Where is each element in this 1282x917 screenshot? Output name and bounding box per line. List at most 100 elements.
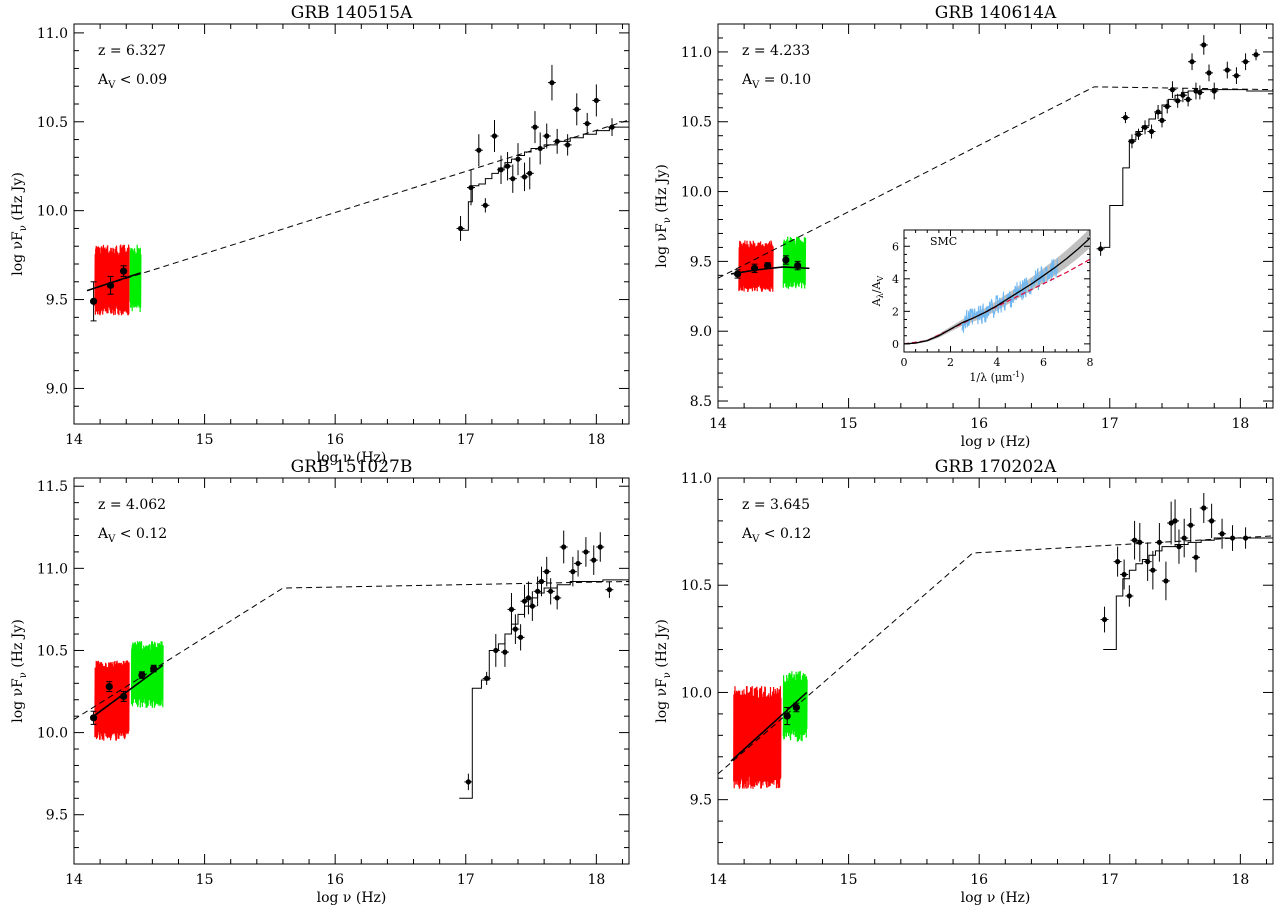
xray-data-point bbox=[584, 120, 590, 127]
redshift-label: z = 4.062 bbox=[98, 497, 166, 513]
optical-data-point bbox=[764, 261, 772, 270]
x-axis-label: log ν (Hz) bbox=[961, 890, 1031, 906]
y-tick-label: 9.0 bbox=[46, 381, 68, 397]
y-tick-label: 9.5 bbox=[690, 254, 712, 270]
xray-data-point bbox=[1172, 518, 1178, 524]
optical-point bbox=[783, 706, 791, 726]
xray-point bbox=[1096, 241, 1105, 256]
optical-point bbox=[120, 265, 128, 277]
x-tick-label: 18 bbox=[587, 432, 605, 448]
xray-data-point bbox=[1122, 114, 1129, 121]
xray-point bbox=[1199, 35, 1208, 55]
y-tick-label: 9.5 bbox=[46, 293, 68, 309]
xray-point bbox=[592, 84, 601, 117]
afterglow-spectrum bbox=[961, 258, 1058, 333]
x-tick-label: 16 bbox=[970, 872, 988, 888]
xray-point bbox=[1180, 518, 1189, 558]
xray-point bbox=[528, 591, 537, 621]
optical-point bbox=[138, 671, 146, 679]
xray-data-point bbox=[1168, 520, 1174, 526]
xray-data-point bbox=[1145, 559, 1151, 565]
optical-red-spectrum-1 bbox=[94, 244, 130, 316]
xray-point bbox=[1228, 525, 1237, 551]
optical-point bbox=[792, 702, 800, 713]
sed-panel-3: 14 15 16 17 18 9.5 10.0 10.5 11.0 11.5 GRB 151027B… bbox=[10, 457, 630, 906]
optical-point bbox=[105, 681, 113, 693]
optical-point bbox=[106, 275, 115, 295]
xray-point bbox=[1161, 561, 1170, 601]
xray-point bbox=[503, 152, 512, 181]
y-tick-label: 10.5 bbox=[37, 115, 68, 131]
xray-data-point bbox=[606, 587, 613, 593]
x-axis-label: log ν (Hz) bbox=[317, 890, 387, 906]
xray-data-point bbox=[534, 588, 541, 594]
xray-data-point bbox=[554, 595, 560, 601]
xray-point bbox=[589, 545, 598, 575]
y-tick-label: 9.0 bbox=[690, 324, 712, 340]
inset-x-tick-label: 4 bbox=[994, 356, 1001, 369]
xray-point bbox=[1171, 499, 1180, 543]
optical-red-spectrum-1 bbox=[94, 660, 130, 741]
redshift-label: z = 3.645 bbox=[742, 497, 810, 513]
xray-point bbox=[1223, 61, 1232, 79]
extinction-label: AV = 0.10 bbox=[741, 72, 811, 91]
xray-point bbox=[524, 581, 533, 615]
x-tick-label: 16 bbox=[326, 872, 344, 888]
xray-point bbox=[1232, 67, 1241, 85]
redshift-label: z = 4.233 bbox=[742, 43, 810, 59]
xray-data-point bbox=[482, 202, 488, 208]
xray-data-point bbox=[498, 167, 504, 173]
optical-point bbox=[794, 260, 802, 271]
xray-point bbox=[1188, 53, 1197, 71]
xray-data-point bbox=[554, 138, 560, 144]
xray-data-point bbox=[521, 598, 528, 604]
xray-data-point bbox=[1155, 109, 1161, 115]
y-axis-label: log νFν (Hz Jy) bbox=[10, 619, 29, 723]
xray-point bbox=[1127, 134, 1136, 149]
y-tick-label: 10.5 bbox=[37, 643, 68, 659]
xray-data-point bbox=[1201, 42, 1207, 48]
xray-point bbox=[464, 773, 473, 791]
sed-panel-4: 14 15 16 17 18 9.5 10.0 10.5 11.0 GRB 170202A log … bbox=[654, 457, 1274, 906]
xray-point bbox=[1113, 546, 1122, 577]
xray-point bbox=[537, 566, 546, 597]
inset-x-tick-label: 8 bbox=[1087, 356, 1094, 369]
optical-data-point bbox=[105, 683, 113, 691]
xray-point bbox=[1199, 493, 1208, 524]
inset-y-tick-label: 2 bbox=[892, 305, 899, 318]
xray-point bbox=[547, 64, 556, 101]
xray-point bbox=[1241, 53, 1250, 71]
xray-point bbox=[1125, 585, 1134, 607]
xray-data-point bbox=[1211, 88, 1217, 94]
x-tick-label: 16 bbox=[326, 432, 344, 448]
x-axis-label: log ν (Hz) bbox=[961, 434, 1031, 450]
xray-point bbox=[500, 637, 509, 667]
extinction-inset: 0 2 4 6 8 0 2 4 6 1/λ (μm-1) Aλ/AV SMC bbox=[870, 229, 1094, 384]
xray-data-point bbox=[1253, 52, 1259, 58]
xray-point bbox=[1252, 49, 1261, 61]
y-tick-label: 11.0 bbox=[37, 561, 68, 577]
xray-data-point bbox=[537, 145, 543, 152]
xray-point bbox=[1195, 85, 1204, 100]
x-tick-label: 18 bbox=[1231, 416, 1249, 432]
xray-point bbox=[546, 578, 555, 605]
xray-data-point bbox=[468, 184, 474, 191]
optical-point bbox=[89, 710, 98, 725]
xray-data-point bbox=[521, 174, 528, 180]
xray-point bbox=[491, 634, 500, 667]
optical-point bbox=[150, 664, 158, 673]
optical-point bbox=[89, 281, 98, 322]
xray-point bbox=[525, 157, 534, 190]
xray-data-point bbox=[544, 133, 550, 139]
y-axis-label: log νFν (Hz Jy) bbox=[10, 172, 29, 276]
xray-point bbox=[511, 614, 520, 644]
xray-data-point bbox=[1180, 92, 1186, 98]
xray-point bbox=[542, 123, 551, 149]
xray-point bbox=[572, 93, 581, 126]
x-tick-label: 18 bbox=[587, 872, 605, 888]
optical-data-point bbox=[792, 703, 800, 712]
sed-panel-1: 14 15 16 17 18 9.0 9.5 10.0 10.5 11.0 GRB 140515A l… bbox=[10, 3, 630, 466]
inset-x-tick-label: 6 bbox=[1040, 356, 1047, 369]
optical-data-point bbox=[138, 671, 146, 679]
y-tick-label: 10.5 bbox=[681, 578, 712, 594]
